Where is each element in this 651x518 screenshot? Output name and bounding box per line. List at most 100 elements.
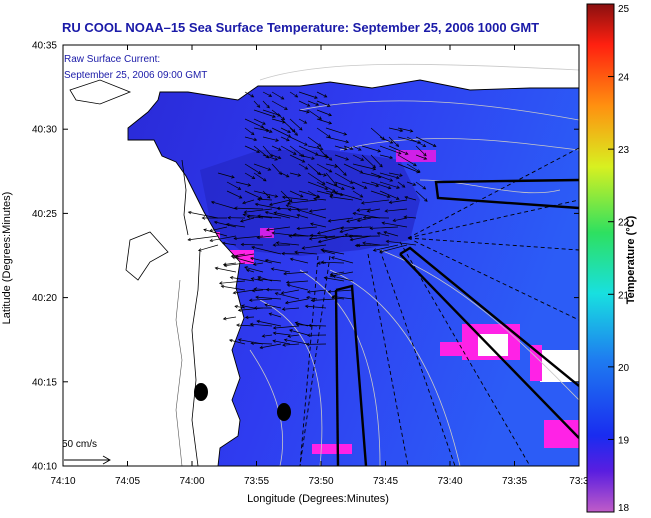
current-vector-head (281, 116, 286, 121)
current-vector (289, 154, 305, 163)
current-vector (321, 249, 345, 255)
current-vector-head (256, 149, 261, 154)
current-vector-head (285, 204, 290, 208)
current-vector-head (317, 171, 322, 176)
current-vector-head (233, 236, 237, 241)
current-vector (241, 305, 255, 309)
current-vector (287, 199, 318, 204)
current-vector (334, 154, 349, 161)
current-vector (309, 208, 327, 212)
current-vector (253, 100, 260, 108)
current-vector (317, 226, 345, 234)
current-vector-head (423, 156, 428, 160)
current-vector-head (282, 343, 286, 347)
current-vector (289, 145, 305, 157)
current-vector (307, 172, 326, 185)
current-vector (273, 325, 300, 329)
current-vector (289, 172, 301, 176)
current-vector-head (383, 230, 387, 235)
current-vector (287, 284, 309, 291)
current-vector-head (237, 308, 242, 312)
current-vector-head (356, 243, 361, 248)
current-vector (321, 261, 345, 264)
current-vector-head (277, 147, 282, 151)
current-vector (397, 181, 406, 188)
current-vector (250, 257, 273, 264)
current-vector-head (316, 194, 320, 198)
current-vector (256, 320, 282, 327)
current-vector (226, 223, 246, 228)
current-vector (214, 221, 237, 228)
x-tick-label: 73:3 (569, 476, 589, 487)
sst-patch (440, 342, 466, 356)
current-vector-head (253, 287, 258, 291)
current-vector (289, 190, 304, 198)
current-vector-head (328, 112, 332, 117)
current-vector-head (236, 323, 240, 327)
current-vector-head (327, 219, 332, 223)
current-vector-head (356, 208, 360, 212)
current-vector (370, 172, 393, 182)
current-vector-head (292, 232, 297, 237)
current-vector-head (304, 166, 309, 170)
current-vector (294, 251, 318, 255)
current-vector (331, 256, 354, 264)
current-vector (406, 136, 426, 147)
current-vector (316, 181, 336, 192)
current-vector (251, 278, 264, 282)
current-vector-head (323, 235, 328, 240)
current-vector-head (244, 315, 249, 320)
current-vector-head (375, 183, 380, 188)
current-vector-head (316, 261, 321, 265)
current-vector (262, 136, 279, 142)
current-vector-head (272, 243, 276, 247)
current-vector (271, 145, 282, 151)
current-vector-head (278, 171, 282, 175)
current-vector-head (376, 231, 381, 236)
current-vector (307, 190, 320, 198)
current-vector-head (314, 95, 318, 99)
current-vector-head (271, 231, 276, 235)
current-vector (235, 253, 255, 258)
current-vector-head (257, 170, 262, 175)
current-vector-head (311, 156, 315, 160)
current-vector (286, 280, 309, 283)
current-vector (285, 298, 309, 304)
current-vector (210, 235, 237, 242)
current-vector (324, 277, 345, 282)
current-vector (262, 109, 281, 116)
current-vector-head (268, 129, 273, 133)
current-vector (415, 181, 426, 190)
y-axis-label: Latitude (Degrees:Minutes) (1, 192, 13, 325)
current-vector-head (303, 120, 308, 124)
current-vector (297, 209, 327, 219)
current-vector-head (306, 110, 310, 114)
current-vector-head (389, 155, 394, 160)
current-vector (379, 244, 408, 253)
current-vector (253, 109, 276, 118)
current-vector-head (320, 260, 325, 265)
current-vector (349, 235, 381, 237)
current-vector-head (348, 234, 352, 239)
sst-cool-core (200, 150, 420, 256)
current-vector (307, 100, 319, 106)
current-vector (244, 172, 255, 179)
current-vector-head (234, 304, 239, 309)
current-vector-head (299, 127, 303, 131)
colorbar-tick-label: 24 (618, 73, 630, 84)
current-vector (325, 127, 347, 135)
current-vector (302, 244, 327, 249)
current-vector-head (333, 182, 338, 187)
current-vector-head (260, 124, 265, 129)
current-vector (282, 343, 300, 346)
current-vector-head (422, 143, 427, 147)
current-vector-head (345, 157, 350, 161)
current-vector-head (327, 289, 332, 294)
current-vector-head (280, 291, 285, 295)
current-vector-head (252, 262, 257, 266)
current-vector-head (424, 198, 428, 202)
current-vector-head (268, 312, 273, 316)
current-vector (329, 196, 354, 201)
current-vector (357, 208, 372, 211)
current-vector-head (356, 218, 361, 223)
